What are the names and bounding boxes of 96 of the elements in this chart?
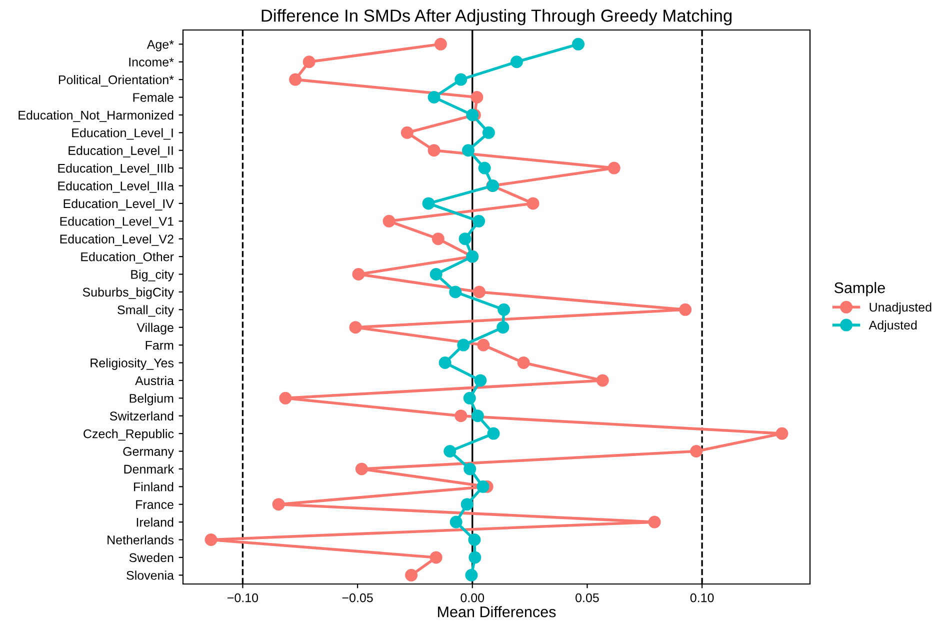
point [382,214,396,228]
point [496,321,510,334]
point [462,144,474,157]
y-tick-label: Finland [134,482,174,492]
y-tick-label: Farm [146,340,174,350]
point [428,144,440,157]
point [498,303,510,316]
point [428,91,440,104]
point [478,162,491,174]
y-tick-label: Education_Other [81,252,174,264]
y-tick-label: Female [133,92,174,102]
point [482,126,495,139]
y-tick-label: Income* [129,58,174,67]
y-tick-label: Education_Level_IIIa [58,181,174,193]
point [463,392,476,404]
point [465,568,478,582]
y-tick-label: Education_Level_I [72,128,173,140]
y-tick-label: Religiosity_Yes [90,358,174,370]
y-tick-label: Education_Level_IIIb [58,164,174,176]
chart-title: Difference In SMDs After Adjusting Through Greedy Matching [262,9,732,26]
legend-label: Unadjusted [870,302,932,314]
y-tick-label: France [136,500,174,510]
point [430,268,442,281]
x-tick-label: 0.10 [690,593,714,602]
point [477,338,490,352]
point [458,232,472,246]
point [526,197,540,210]
y-tick-label: Denmark [124,464,174,474]
point [279,392,292,404]
point [457,338,470,352]
point [510,56,523,68]
point [572,38,585,50]
y-tick-label: Big_city [131,270,174,282]
point [474,374,487,387]
point [776,427,788,440]
y-tick-label: Political_Orientation* [58,75,174,87]
y-tick-label: Slovenia [126,570,174,580]
y-tick-label: Education_Not_Harmonized [18,110,174,122]
point [438,356,452,370]
point [468,551,482,564]
point [430,551,442,564]
point [352,268,365,281]
x-tick-label: 0.05 [576,593,599,602]
y-tick-label: Switzerland [110,411,174,421]
y-tick-label: Ireland [136,518,174,527]
point [349,321,362,334]
legend-label: Adjusted [868,320,917,332]
point [472,214,486,228]
point [464,462,476,476]
y-tick-label: Education_Level_IV [64,198,174,210]
point [468,534,481,546]
point [289,73,302,86]
y-tick-label: Age* [146,40,174,52]
x-tick-label: −0.10 [228,593,258,602]
point [449,286,462,298]
point [400,126,414,139]
point [476,480,490,493]
point [471,410,484,422]
point [473,286,486,298]
point [355,462,368,476]
y-tick-label: Suburbs_bigCity [82,287,174,300]
point [648,516,661,528]
point [450,516,462,528]
y-tick-label: Village [136,322,174,334]
point [608,162,620,174]
legend-title: Sample [834,282,885,296]
point [302,56,316,68]
point [460,498,474,511]
point [405,568,418,582]
point [434,38,447,50]
y-tick-label: Netherlands [108,535,174,544]
x-tick-label: 0.00 [460,593,484,602]
point [272,498,285,511]
point [517,356,530,370]
y-tick-label: Germany [123,447,174,458]
point [432,232,444,246]
y-tick-label: Education_Level_II [68,146,173,158]
point [454,410,468,422]
y-tick-label: Czech_Republic [84,429,174,441]
point [444,445,456,458]
x-axis-title: Mean Differences [438,606,556,618]
point [487,427,500,440]
y-tick-label: Sweden [129,552,174,562]
y-tick-label: Education_Level_V1 [60,216,174,228]
y-tick-label: Austria [135,376,174,386]
point [454,73,468,86]
x-tick-label: −0.05 [342,593,373,602]
point [596,374,609,387]
y-tick-label: Small_city [118,305,174,317]
y-tick-label: Education_Level_V2 [60,234,174,246]
point [690,445,703,458]
point [679,303,692,316]
point [204,534,218,546]
point [470,91,484,104]
y-tick-label: Belgium [130,394,174,406]
point [422,197,435,210]
